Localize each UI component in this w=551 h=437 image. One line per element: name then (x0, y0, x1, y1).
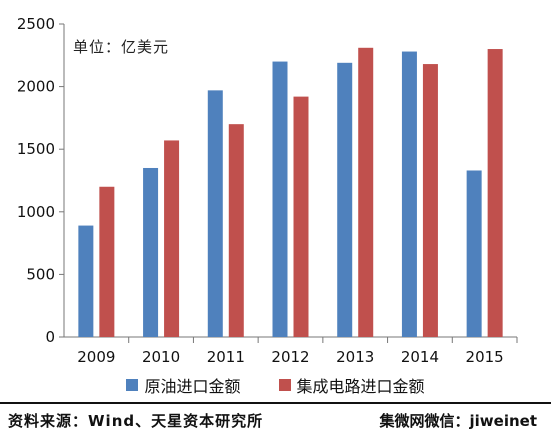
legend-label-ic: 集成电路进口金额 (296, 377, 425, 396)
legend-item-crude-oil: 原油进口金额 (126, 373, 241, 397)
bar-ic (293, 96, 309, 337)
legend-swatch-crude-oil (126, 379, 139, 391)
x-tick-label: 2013 (336, 348, 374, 366)
x-tick-label: 2012 (271, 348, 309, 366)
bar-crude-oil (207, 90, 223, 337)
bar-chart: 0 500 1000 1500 2000 2500 2009 2010 2011 2012 2013… (17, 15, 518, 366)
legend: 原油进口金额 集成电路进口金额 (0, 373, 551, 397)
x-tick-label: 2015 (466, 348, 504, 366)
bar-crude-oil (466, 170, 482, 337)
bar-crude-oil (272, 61, 288, 338)
y-tick-label: 0 (45, 328, 55, 346)
legend-label-crude-oil: 原油进口金额 (144, 377, 241, 396)
unit-label: 单位：亿美元 (73, 38, 170, 56)
y-tick-label: 1000 (17, 203, 55, 221)
bar-crude-oil (143, 167, 159, 337)
source-note: 资料来源：Wind、天星资本研究所 (8, 412, 264, 430)
bar-ic (487, 49, 503, 337)
legend-swatch-ic (278, 379, 291, 391)
legend-item-ic: 集成电路进口金额 (278, 373, 425, 397)
bar-ic (422, 64, 438, 338)
x-tick-label: 2011 (207, 348, 245, 366)
y-tick-label: 2500 (17, 15, 55, 33)
x-tick-label: 2014 (401, 348, 439, 366)
y-tick-label: 500 (26, 265, 55, 283)
x-tick-label: 2010 (142, 348, 180, 366)
footer-divider (0, 402, 551, 404)
watermark: 集微网微信：jiweinet (379, 412, 537, 430)
bar-crude-oil (337, 62, 353, 337)
bar-ic (358, 47, 374, 338)
y-tick-label: 1500 (17, 140, 55, 158)
bar-ic (228, 124, 244, 337)
bar-crude-oil (401, 51, 417, 337)
bar-ic (164, 140, 180, 337)
x-tick-label: 2009 (77, 348, 115, 366)
y-tick-label: 2000 (17, 78, 55, 96)
bar-ic (99, 186, 115, 337)
bar-crude-oil (78, 225, 94, 337)
